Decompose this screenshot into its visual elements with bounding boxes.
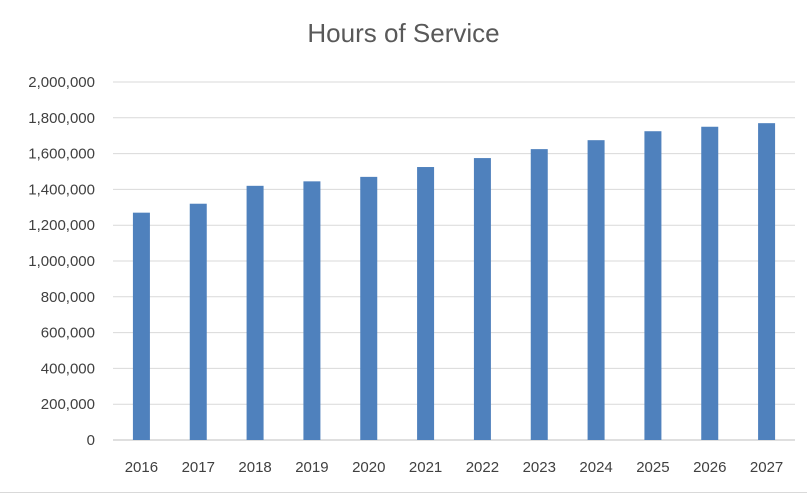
y-tick-label: 400,000 [41,360,95,377]
y-tick-label: 200,000 [41,396,95,413]
y-tick-label: 1,800,000 [28,110,95,127]
bar-2027 [758,123,776,441]
bar-2017 [189,203,207,440]
x-tick-label: 2020 [352,459,385,476]
bar-2025 [644,131,662,440]
x-tick-label: 2021 [409,459,442,476]
bar-2021 [417,167,435,440]
y-tick-label: 800,000 [41,289,95,306]
y-tick-label: 1,600,000 [28,146,95,163]
bar-2019 [303,181,321,440]
bar-2022 [473,158,491,440]
x-tick-label: 2022 [466,459,499,476]
x-tick-label: 2017 [182,459,215,476]
y-tick-label: 1,200,000 [28,217,95,234]
x-tick-label: 2027 [750,459,783,476]
x-tick-label: 2018 [238,459,271,476]
bar-2016 [132,212,150,440]
y-tick-label: 1,000,000 [28,253,95,270]
bar-2024 [587,140,605,441]
x-tick-label: 2023 [523,459,556,476]
y-tick-label: 2,000,000 [28,74,95,91]
bar-2020 [360,176,378,440]
x-tick-label: 2025 [636,459,669,476]
x-tick-label: 2024 [579,459,612,476]
chart-title: Hours of Service [307,18,500,48]
y-tick-label: 1,400,000 [28,181,95,198]
y-tick-label: 600,000 [41,325,95,342]
bar-2026 [701,126,719,440]
x-tick-label: 2026 [693,459,726,476]
x-tick-label: 2019 [295,459,328,476]
bottom-divider [0,492,807,493]
y-tick-label: 0 [87,432,95,449]
bar-2018 [246,185,264,440]
x-tick-label: 2016 [125,459,158,476]
bar-2023 [530,149,548,440]
